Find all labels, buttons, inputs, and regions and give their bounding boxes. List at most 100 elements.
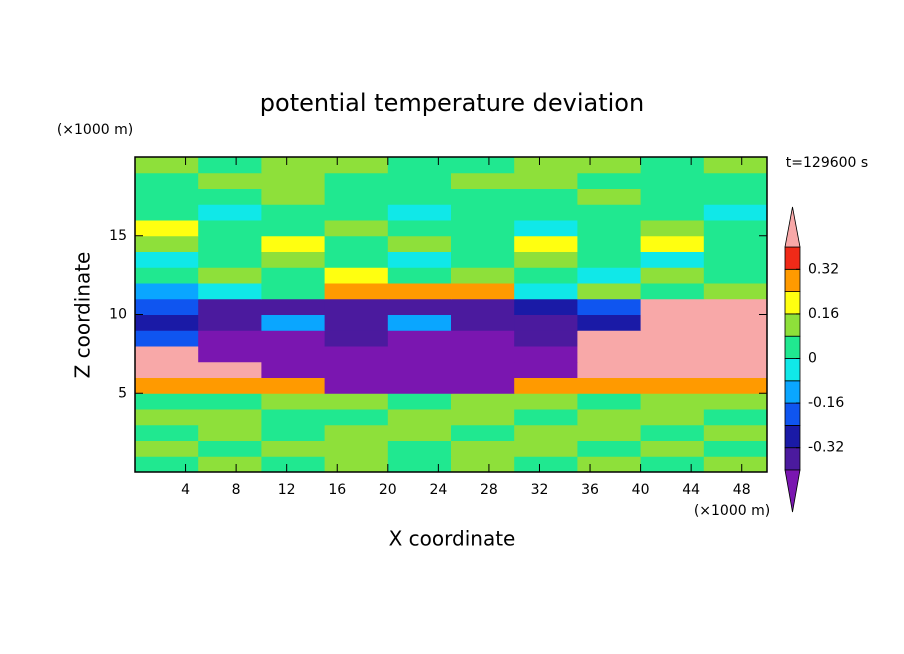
contour-cell xyxy=(514,330,578,347)
contour-cell xyxy=(387,330,452,347)
contour-cell xyxy=(703,188,768,205)
x-tick-label: 44 xyxy=(682,482,700,498)
x-tick-label: 12 xyxy=(278,482,296,498)
x-tick-label: 20 xyxy=(379,482,397,498)
contour-cell xyxy=(703,283,768,300)
contour-cell xyxy=(577,314,642,331)
contour-cell xyxy=(135,251,199,268)
y-axis-label: Z coordinate xyxy=(71,252,95,379)
contour-cell xyxy=(198,314,262,331)
x-tick-label: 32 xyxy=(531,482,549,498)
contour-cell xyxy=(514,424,578,441)
contour-cell xyxy=(451,409,515,426)
contour-cell xyxy=(640,440,705,457)
contour-cell xyxy=(198,283,262,300)
contour-cell xyxy=(514,267,578,284)
contour-cell xyxy=(387,251,452,268)
x-tick-label: 8 xyxy=(232,482,241,498)
contour-cell xyxy=(451,157,515,174)
y-tick-label: 15 xyxy=(109,228,127,244)
contour-cell xyxy=(703,409,768,426)
contour-cell xyxy=(261,298,326,315)
contour-cell xyxy=(387,393,452,410)
contour-cell xyxy=(387,157,452,174)
contour-cell xyxy=(387,440,452,457)
contour-cell xyxy=(577,440,642,457)
contour-cell xyxy=(640,409,705,426)
contour-cell xyxy=(514,314,578,331)
contour-cell xyxy=(451,440,515,457)
contour-cell xyxy=(577,204,642,221)
contour-cell xyxy=(640,298,705,315)
colorbar-under xyxy=(784,469,801,513)
contour-cell xyxy=(514,204,578,221)
contour-cell xyxy=(261,267,326,284)
contour-cell xyxy=(261,220,326,237)
contour-cell xyxy=(324,440,389,457)
contour-cell xyxy=(640,361,705,378)
colorbar-segment xyxy=(784,402,801,426)
contour-cell xyxy=(451,424,515,441)
contour-cell xyxy=(703,314,768,331)
contour-cell xyxy=(451,377,515,394)
contour-cell xyxy=(514,172,578,189)
contour-cell xyxy=(261,377,326,394)
contour-cell xyxy=(514,393,578,410)
contour-cell xyxy=(703,172,768,189)
contour-cell xyxy=(703,251,768,268)
contour-cell xyxy=(514,298,578,315)
contour-cell xyxy=(640,424,705,441)
contour-cell xyxy=(451,251,515,268)
contour-cell xyxy=(261,157,326,174)
contour-cell xyxy=(198,204,262,221)
contour-cell xyxy=(387,298,452,315)
contour-cell xyxy=(514,235,578,252)
contour-cell xyxy=(640,456,705,473)
contour-cell xyxy=(387,235,452,252)
contour-cell xyxy=(324,267,389,284)
contour-cell xyxy=(261,188,326,205)
contour-cell xyxy=(198,409,262,426)
contour-cell xyxy=(640,267,705,284)
contour-cell xyxy=(577,456,642,473)
contour-cell xyxy=(135,409,199,426)
contour-cell xyxy=(514,456,578,473)
contour-cell xyxy=(135,330,199,347)
colorbar-segment xyxy=(784,380,801,404)
contour-cell xyxy=(640,346,705,363)
contour-cell xyxy=(135,456,199,473)
contour-cell xyxy=(198,172,262,189)
contour-cell xyxy=(640,314,705,331)
contour-cell xyxy=(387,267,452,284)
colorbar-segment xyxy=(784,358,801,382)
contour-cell xyxy=(514,377,578,394)
contour-cell xyxy=(577,283,642,300)
contour-cell xyxy=(387,188,452,205)
contour-cell xyxy=(261,330,326,347)
contour-cell xyxy=(451,361,515,378)
y-tick-label: 10 xyxy=(109,307,127,323)
contour-cell xyxy=(198,377,262,394)
contour-cell xyxy=(261,409,326,426)
contour-cell xyxy=(703,330,768,347)
contour-cell xyxy=(387,314,452,331)
contour-cell xyxy=(703,267,768,284)
contour-cell xyxy=(451,456,515,473)
contour-cell xyxy=(387,172,452,189)
contour-cell xyxy=(261,283,326,300)
contour-cell xyxy=(577,235,642,252)
contour-cell xyxy=(135,157,199,174)
contour-cell xyxy=(703,440,768,457)
x-axis-label: X coordinate xyxy=(389,527,516,551)
contour-cell xyxy=(135,424,199,441)
contour-cell xyxy=(135,393,199,410)
contour-cell xyxy=(640,393,705,410)
contour-cell xyxy=(324,346,389,363)
x-unit: (×1000 m) xyxy=(694,503,770,519)
contour-cell xyxy=(451,314,515,331)
contour-cell xyxy=(387,377,452,394)
contour-cell xyxy=(387,456,452,473)
colorbar-segment xyxy=(784,291,801,315)
chart-title: potential temperature deviation xyxy=(260,89,644,117)
